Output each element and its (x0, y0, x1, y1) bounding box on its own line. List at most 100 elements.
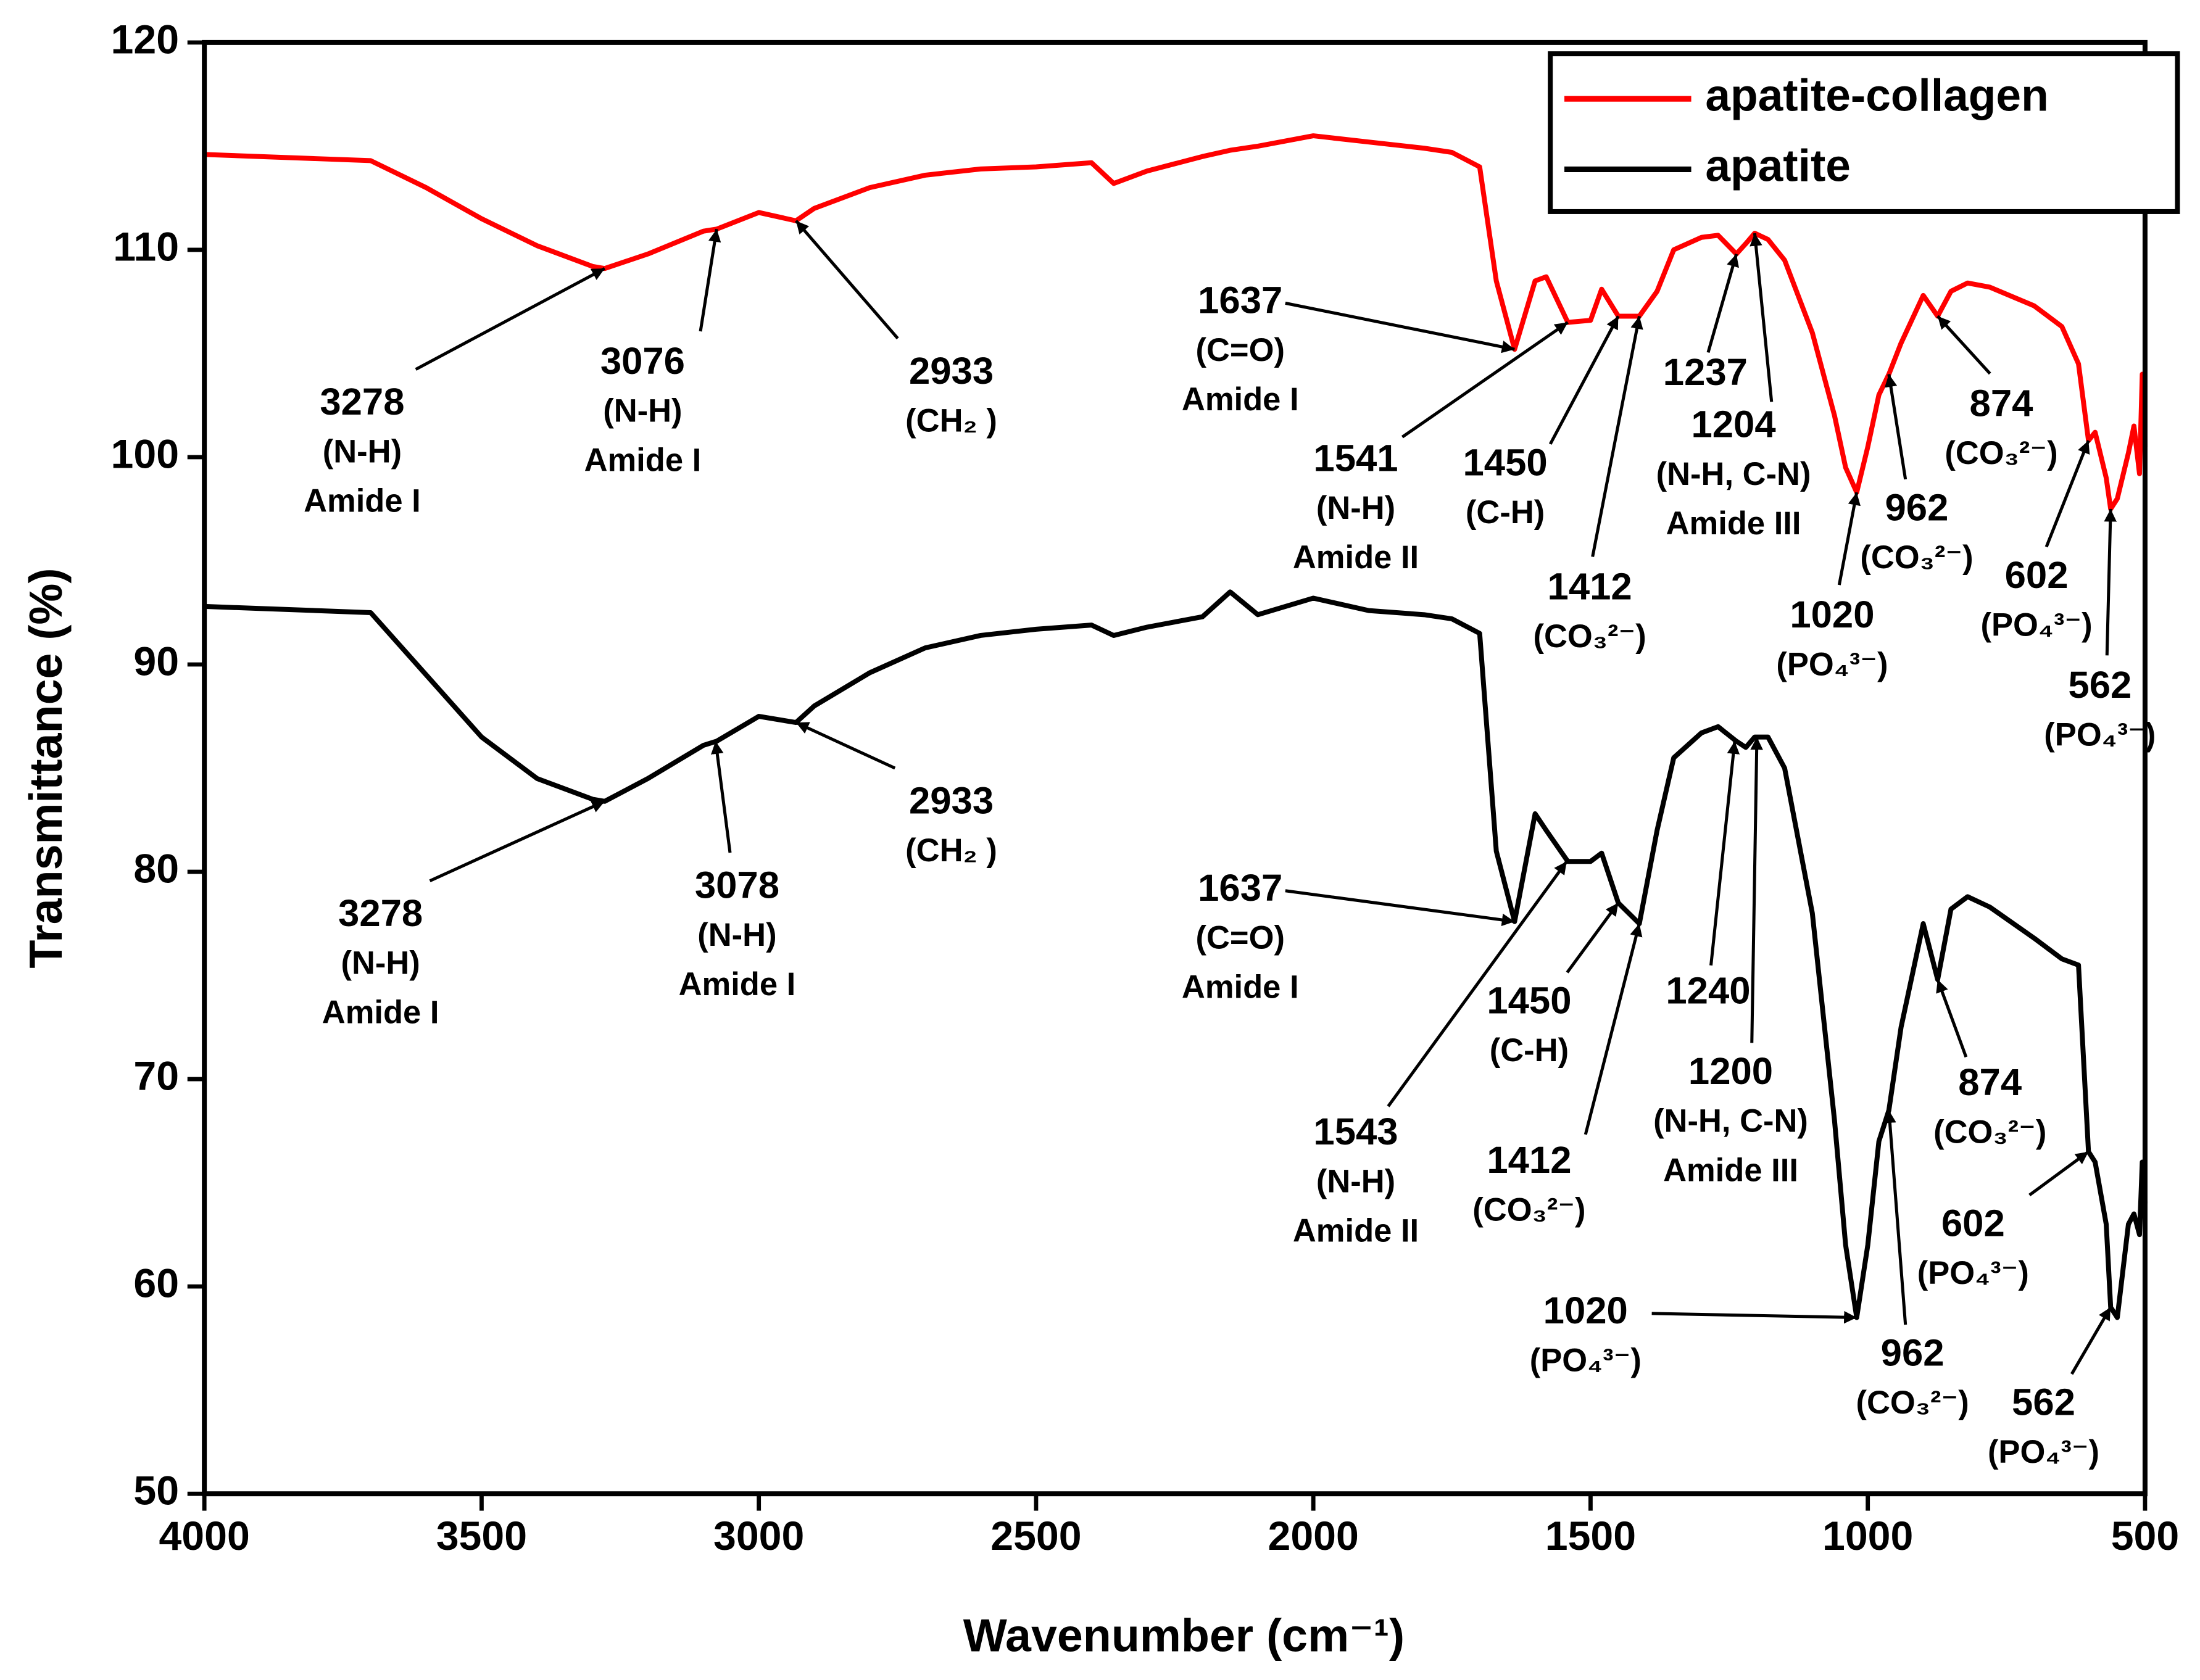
x-tick-label: 3500 (436, 1513, 527, 1559)
annotation-detail: Amide I (584, 442, 702, 478)
annotation: 1237 (1663, 253, 1748, 394)
annotation-arrow (699, 228, 721, 332)
annotation-detail: (PO₄³⁻) (1776, 646, 1888, 682)
annotation-arrow (2028, 1150, 2090, 1197)
annotation: 1412 (CO₃²⁻) (1533, 315, 1646, 655)
annotation-detail: (PO₄³⁻) (1917, 1255, 2029, 1291)
annotation-arrow (1548, 315, 1620, 445)
annotation-detail: (C=O) (1196, 332, 1285, 368)
annotation-arrow (1285, 889, 1515, 927)
y-tick-label: 100 (111, 431, 179, 477)
annotation-detail: Amide I (1182, 969, 1299, 1005)
annotation: 1450 (C-H) (1463, 315, 1620, 531)
annotation-arrow (1387, 860, 1568, 1107)
annotation-detail: (N-H) (323, 434, 402, 470)
annotation: 602 (PO₄³⁻) (1981, 440, 2093, 643)
annotation: 2933 (CH₂ ) (795, 721, 997, 869)
annotation-value: 1237 (1663, 351, 1748, 394)
annotation-arrow (1651, 1310, 1857, 1324)
x-tick-label: 1000 (1822, 1513, 1913, 1559)
annotation-arrow (2044, 440, 2090, 548)
annotation-value: 562 (2068, 664, 2132, 706)
annotation: 562 (PO₄³⁻) (2044, 508, 2156, 753)
annotation-value: 962 (1885, 486, 1949, 529)
annotation-arrow (1401, 321, 1569, 439)
annotation-arrow (1566, 901, 1620, 974)
annotation-detail: (N-H) (603, 392, 682, 429)
annotation: 1020 (PO₄³⁻) (1530, 1289, 1857, 1379)
annotation-detail: Amide I (679, 966, 796, 1003)
plot-frame (202, 39, 2148, 1497)
annotation: 3078 (N-H) Amide I (679, 741, 796, 1003)
annotation: 562 (PO₄³⁻) (1988, 1306, 2112, 1470)
y-tick-label: 60 (133, 1261, 179, 1307)
annotation-detail: (PO₄³⁻) (1530, 1343, 1642, 1379)
x-axis-title: Wavenumber (cm⁻¹) (963, 1609, 1405, 1661)
annotation-detail: (CO₃²⁻) (1860, 539, 1973, 576)
annotation-detail: (PO₄³⁻) (1981, 607, 2093, 643)
annotation: 3278 (N-H) Amide I (322, 800, 605, 1031)
y-axis-title: Transmittance (%) (20, 568, 72, 968)
annotation: 874 (CO₃²⁻) (1933, 979, 2046, 1151)
annotation-detail: (CO₃²⁻) (1472, 1191, 1585, 1228)
annotation-arrow (1837, 492, 1861, 586)
annotation-value: 1450 (1487, 980, 1571, 1022)
x-tick-label: 2000 (1268, 1513, 1359, 1559)
annotation: 1637 (C=O) Amide I (1182, 279, 1515, 418)
annotation-detail: (PO₄³⁻) (1988, 1434, 2099, 1470)
annotation: 1541 (N-H) Amide II (1293, 321, 1569, 576)
y-tick-label: 110 (113, 224, 179, 270)
annotation: 1020 (PO₄³⁻) (1776, 492, 1888, 682)
annotation: 1204 (N-H, C-N) Amide III (1656, 233, 1811, 542)
annotation-arrow (794, 220, 899, 340)
annotation-value: 1450 (1463, 441, 1548, 484)
annotation-value: 1637 (1198, 867, 1282, 909)
annotation: 1543 (N-H) Amide II (1293, 860, 1568, 1249)
annotation-detail: Amide I (322, 995, 439, 1031)
annotation: 1637 (C=O) Amide I (1182, 867, 1515, 1005)
annotation-value: 1020 (1543, 1289, 1628, 1332)
annotation: 962 (CO₃²⁻) (1860, 374, 1974, 576)
y-tick-label: 80 (133, 846, 179, 892)
annotation: 3278 (N-H) Amide I (304, 267, 606, 519)
annotation-detail: (N-H) (1316, 490, 1395, 526)
annotation-detail: (N-H) (1316, 1164, 1395, 1200)
x-tick-label: 3000 (713, 1513, 804, 1559)
annotation: 874 (CO₃²⁻) (1936, 315, 2058, 471)
annotation-arrow (1285, 301, 1515, 354)
annotation: 602 (PO₄³⁻) (1917, 1150, 2090, 1291)
annotation-detail: (PO₄³⁻) (2044, 717, 2156, 753)
annotation: 962 (CO₃²⁻) (1856, 1110, 1969, 1421)
y-tick-label: 50 (133, 1468, 179, 1514)
annotation-value: 874 (1958, 1061, 2022, 1104)
annotation-detail: (N-H) (697, 917, 776, 953)
annotation-arrow (1584, 923, 1643, 1135)
legend-label: apatite-collagen (1705, 71, 2048, 121)
annotation-detail: (C-H) (1490, 1032, 1569, 1069)
annotation-value: 562 (2012, 1381, 2075, 1424)
annotation-detail: (CH₂ ) (905, 832, 997, 869)
annotation-arrow (2070, 1306, 2112, 1375)
series-line (204, 133, 2148, 511)
annotation-value: 874 (1970, 382, 2033, 424)
annotation-arrow (1883, 1110, 1907, 1325)
y-tick-label: 90 (133, 639, 179, 685)
x-tick-label: 1500 (1545, 1513, 1636, 1559)
annotation-value: 1240 (1666, 970, 1750, 1012)
annotation-detail: (CO₃²⁻) (1856, 1384, 1969, 1421)
annotation-value: 3076 (600, 340, 685, 383)
annotation: 2933 (CH₂ ) (794, 220, 997, 439)
y-tick-label: 120 (111, 17, 179, 62)
annotation-arrow (1591, 315, 1643, 557)
annotation-value: 1200 (1688, 1050, 1773, 1093)
annotation-arrow (1884, 374, 1907, 480)
legend-label: apatite (1705, 141, 1851, 191)
annotation: 1200 (N-H, C-N) Amide III (1653, 737, 1808, 1188)
x-tick-label: 500 (2111, 1513, 2179, 1559)
annotation-detail: (N-H, C-N) (1656, 456, 1811, 492)
annotation-arrow (2104, 508, 2117, 656)
annotation-value: 1412 (1487, 1139, 1571, 1181)
series-line (204, 589, 2148, 1320)
annotation-value: 602 (1941, 1202, 2005, 1245)
